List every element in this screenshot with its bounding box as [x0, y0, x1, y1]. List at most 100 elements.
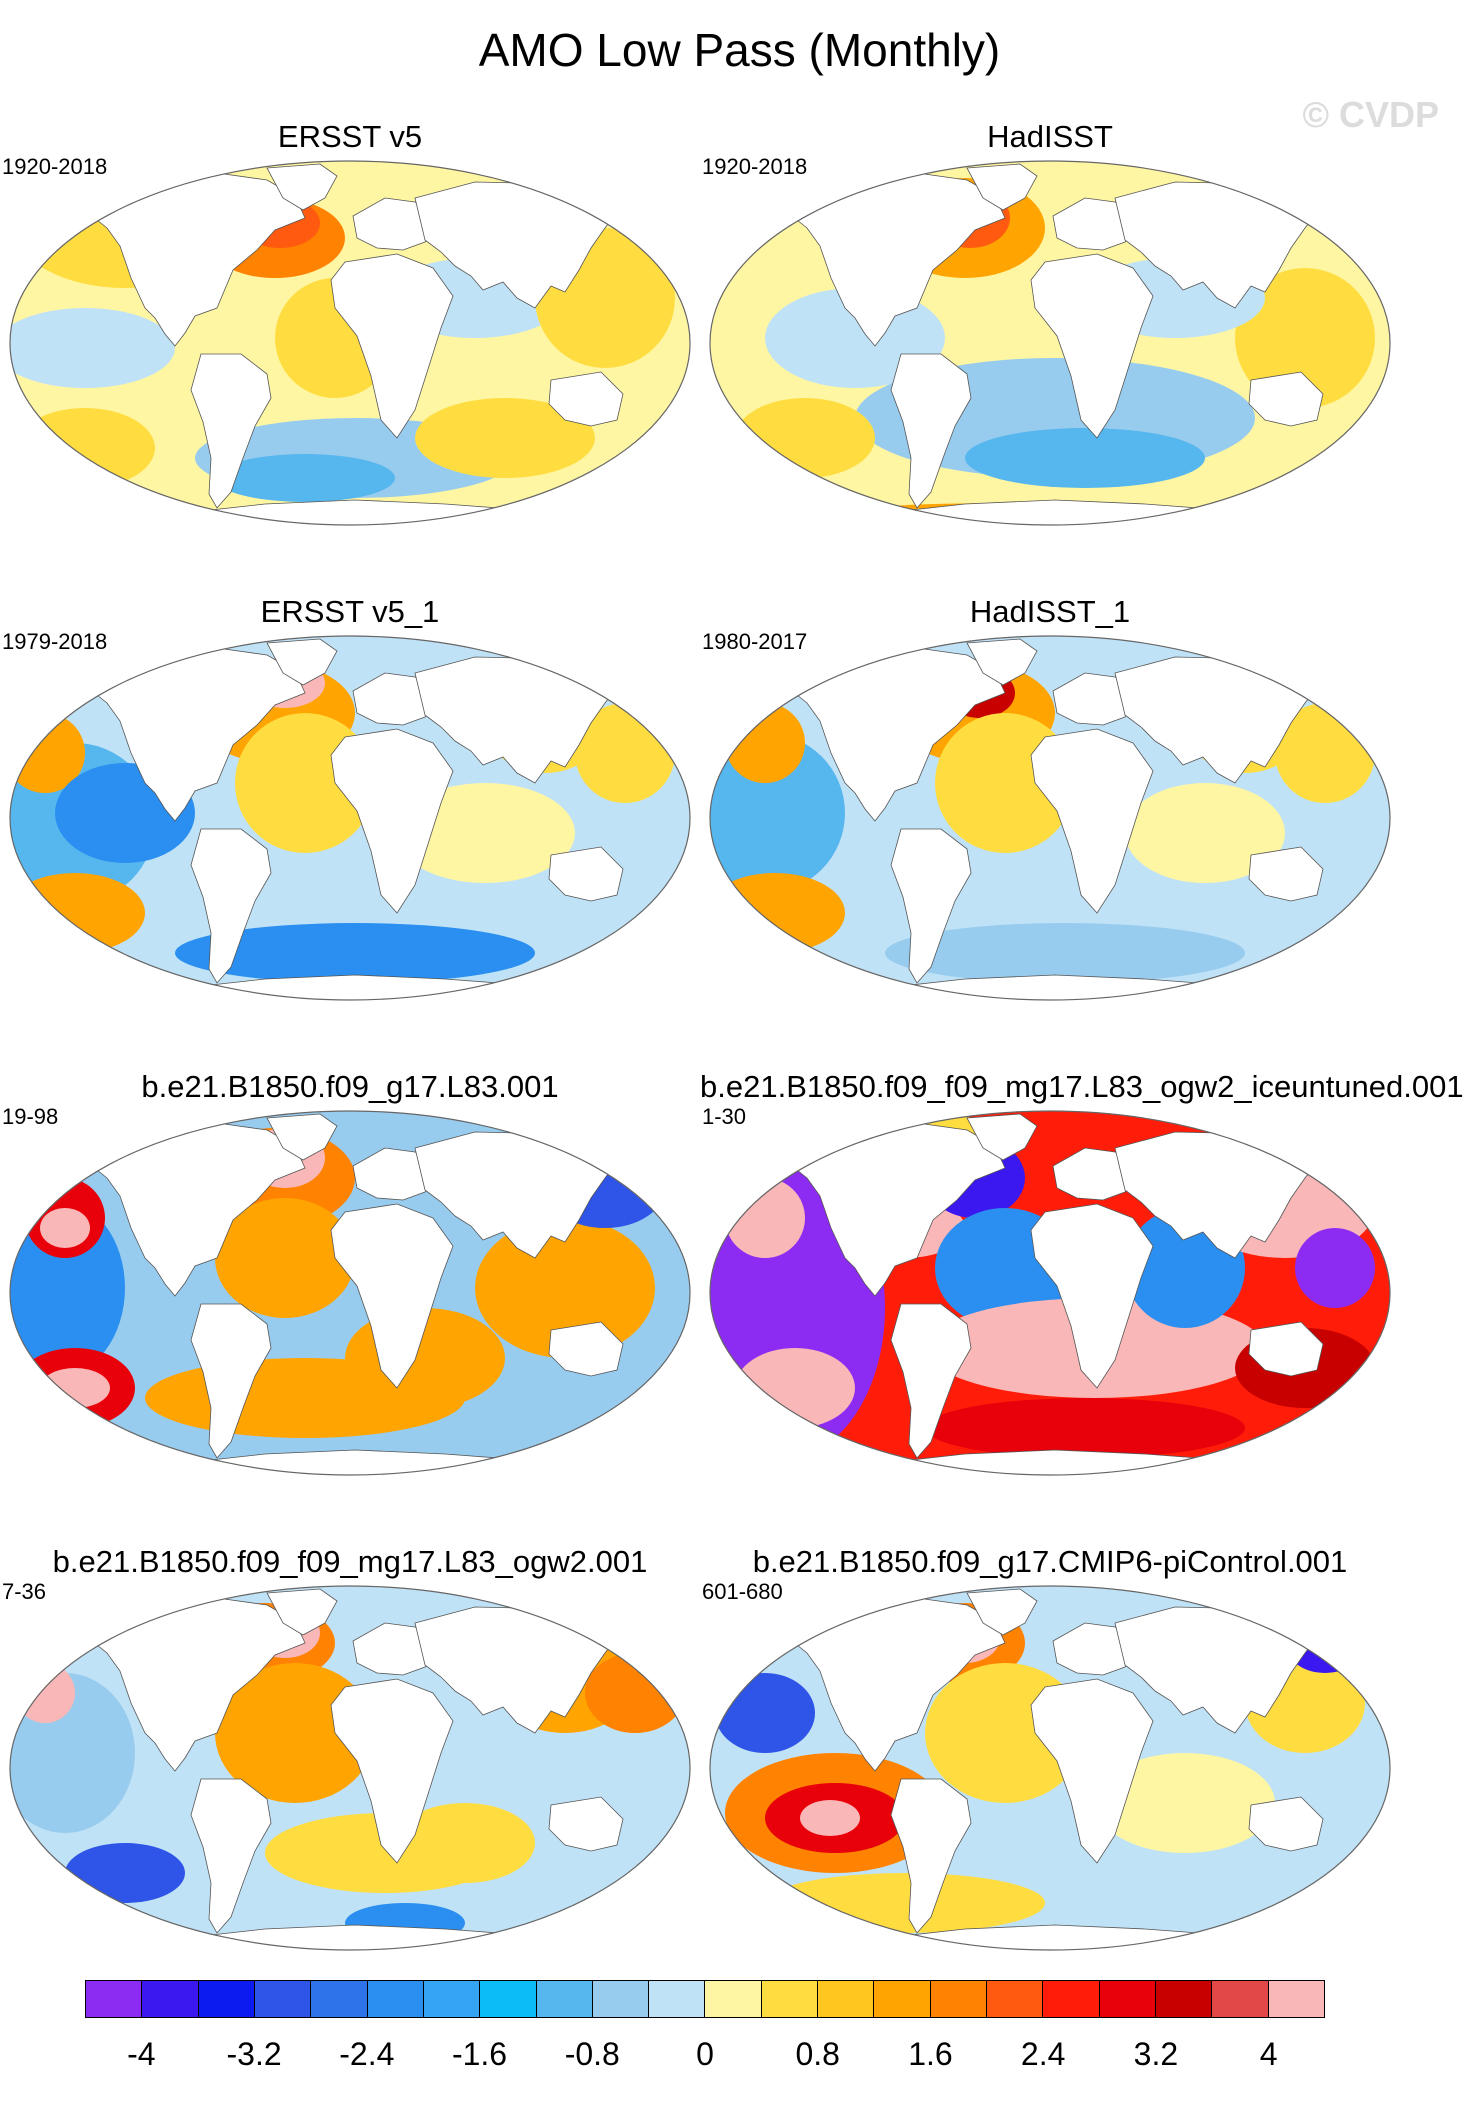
anomaly-region: [710, 873, 845, 953]
panel-title: b.e21.B1850.f09_g17.L83.001: [141, 1069, 559, 1104]
anomaly-region: [215, 1663, 375, 1803]
land-mass: [190, 1778, 272, 1934]
land-mass: [966, 638, 1038, 686]
anomaly-region: [395, 1803, 535, 1883]
world-map: [709, 635, 1391, 1001]
colorbar-label: -1.6: [451, 2036, 508, 2072]
panel-years: 1920-2018: [2, 154, 108, 179]
colorbar-box: [536, 1981, 593, 2017]
anomaly-region: [800, 1800, 860, 1836]
map-outline: [709, 160, 1391, 526]
anomaly-region: [725, 703, 805, 783]
land-mass: [266, 638, 338, 686]
land-mass: [1030, 253, 1154, 439]
land-mass: [330, 1203, 454, 1389]
colorbar-label: 3.2: [1133, 2036, 1179, 2072]
panel-title: b.e21.B1850.f09_f09_mg17.L83_ogw2.001: [52, 1544, 648, 1579]
land-mass: [548, 846, 624, 902]
panel-years: 1979-2018: [2, 629, 108, 654]
anomaly-region: [1095, 1753, 1275, 1853]
map-panel-2: HadISST 1920-2018: [700, 118, 1400, 588]
land-mass: [1248, 1321, 1324, 1377]
world-map: [9, 160, 691, 526]
anomaly-region: [395, 783, 575, 883]
map-panel-8: b.e21.B1850.f09_g17.CMIP6-piControl.001 …: [700, 1543, 1400, 2013]
land-mass: [890, 353, 972, 509]
figure-title: AMO Low Pass (Monthly): [478, 24, 1001, 76]
land-mass: [548, 1321, 624, 1377]
anomaly-region: [725, 1178, 805, 1258]
panel-title: HadISST_1: [969, 594, 1131, 629]
land-mass: [1030, 1678, 1154, 1864]
colorbar-box: [142, 1981, 199, 2017]
colorbar-label: 2.4: [1020, 2036, 1066, 2072]
colorbar-box: [649, 1981, 706, 2017]
anomaly-region: [15, 408, 155, 488]
anomaly-region: [215, 454, 395, 502]
anomaly-region: [1295, 1228, 1375, 1308]
anomaly-region: [65, 1843, 185, 1903]
world-map: [709, 1110, 1391, 1476]
colorbar-box: [480, 1981, 537, 2017]
anomaly-region: [765, 1873, 1045, 1933]
land-mass: [1248, 371, 1324, 427]
colorbar-box: [311, 1981, 368, 2017]
colorbar-box: [1043, 1981, 1100, 2017]
land-mass: [330, 1678, 454, 1864]
land-mass: [266, 1113, 338, 1161]
colorbar-boxes: [85, 1980, 1325, 2018]
panel-years: 1920-2018: [702, 154, 808, 179]
colorbar-box: [930, 1981, 987, 2017]
panel-title: b.e21.B1850.f09_g17.CMIP6-piControl.001: [752, 1544, 1348, 1579]
panel-years: 1980-2017: [702, 629, 808, 654]
map-outline: [9, 1585, 691, 1951]
colorbar-box: [874, 1981, 931, 2017]
anomaly-region: [735, 398, 875, 478]
colorbar-box: [987, 1981, 1044, 2017]
panel-years: 1-30: [702, 1104, 747, 1129]
anomaly-region: [475, 1218, 655, 1358]
land-mass: [548, 371, 624, 427]
land-mass: [266, 163, 338, 211]
colorbar-label: 0: [696, 2036, 714, 2072]
anomaly-region: [1235, 268, 1375, 408]
colorbar-label: -4: [127, 2036, 156, 2072]
panel-title: ERSST v5_1: [260, 594, 440, 629]
map-outline: [709, 1110, 1391, 1476]
colorbar-box: [761, 1981, 819, 2017]
map-panel-1: ERSST v5 1920-2018: [0, 118, 700, 588]
colorbar-label: 0.8: [795, 2036, 840, 2072]
colorbar-box: [1212, 1981, 1269, 2017]
world-map: [9, 635, 691, 1001]
anomaly-region: [1125, 783, 1285, 883]
colorbar-box: [254, 1981, 312, 2017]
land-mass: [1248, 1796, 1324, 1852]
land-mass: [966, 1113, 1038, 1161]
map-panel-5: b.e21.B1850.f09_g17.L83.001 19-98: [0, 1068, 700, 1538]
map-panel-3: ERSST v5_1 1979-2018: [0, 593, 700, 1063]
colorbar-box: [86, 1981, 143, 2017]
panel-title: HadISST: [987, 119, 1113, 154]
colorbar-label: -3.2: [226, 2036, 282, 2072]
anomaly-region: [965, 428, 1205, 488]
colorbar-box: [1268, 1981, 1324, 2017]
world-map: [709, 160, 1391, 526]
land-mass: [190, 1303, 272, 1459]
colorbar: -4 -3.2 -2.4 -1.6 -0.8 0 0.8 1.6 2.4 3.2 4: [85, 1980, 1325, 2100]
land-mass: [330, 728, 454, 914]
land-mass: [1030, 1203, 1154, 1389]
anomaly-region: [40, 1368, 110, 1408]
land-mass: [548, 1796, 624, 1852]
anomaly-region: [735, 1348, 855, 1428]
land-mass: [266, 1588, 338, 1636]
anomaly-region: [15, 1663, 75, 1723]
anomaly-region: [585, 1653, 685, 1733]
anomaly-region: [885, 923, 1245, 983]
colorbar-box: [592, 1981, 650, 2017]
anomaly-region: [925, 1398, 1245, 1458]
colorbar-label: -0.8: [564, 2036, 620, 2072]
land-mass: [966, 1588, 1038, 1636]
anomaly-region: [10, 308, 175, 388]
anomaly-region: [415, 398, 595, 478]
map-outline: [9, 635, 691, 1001]
